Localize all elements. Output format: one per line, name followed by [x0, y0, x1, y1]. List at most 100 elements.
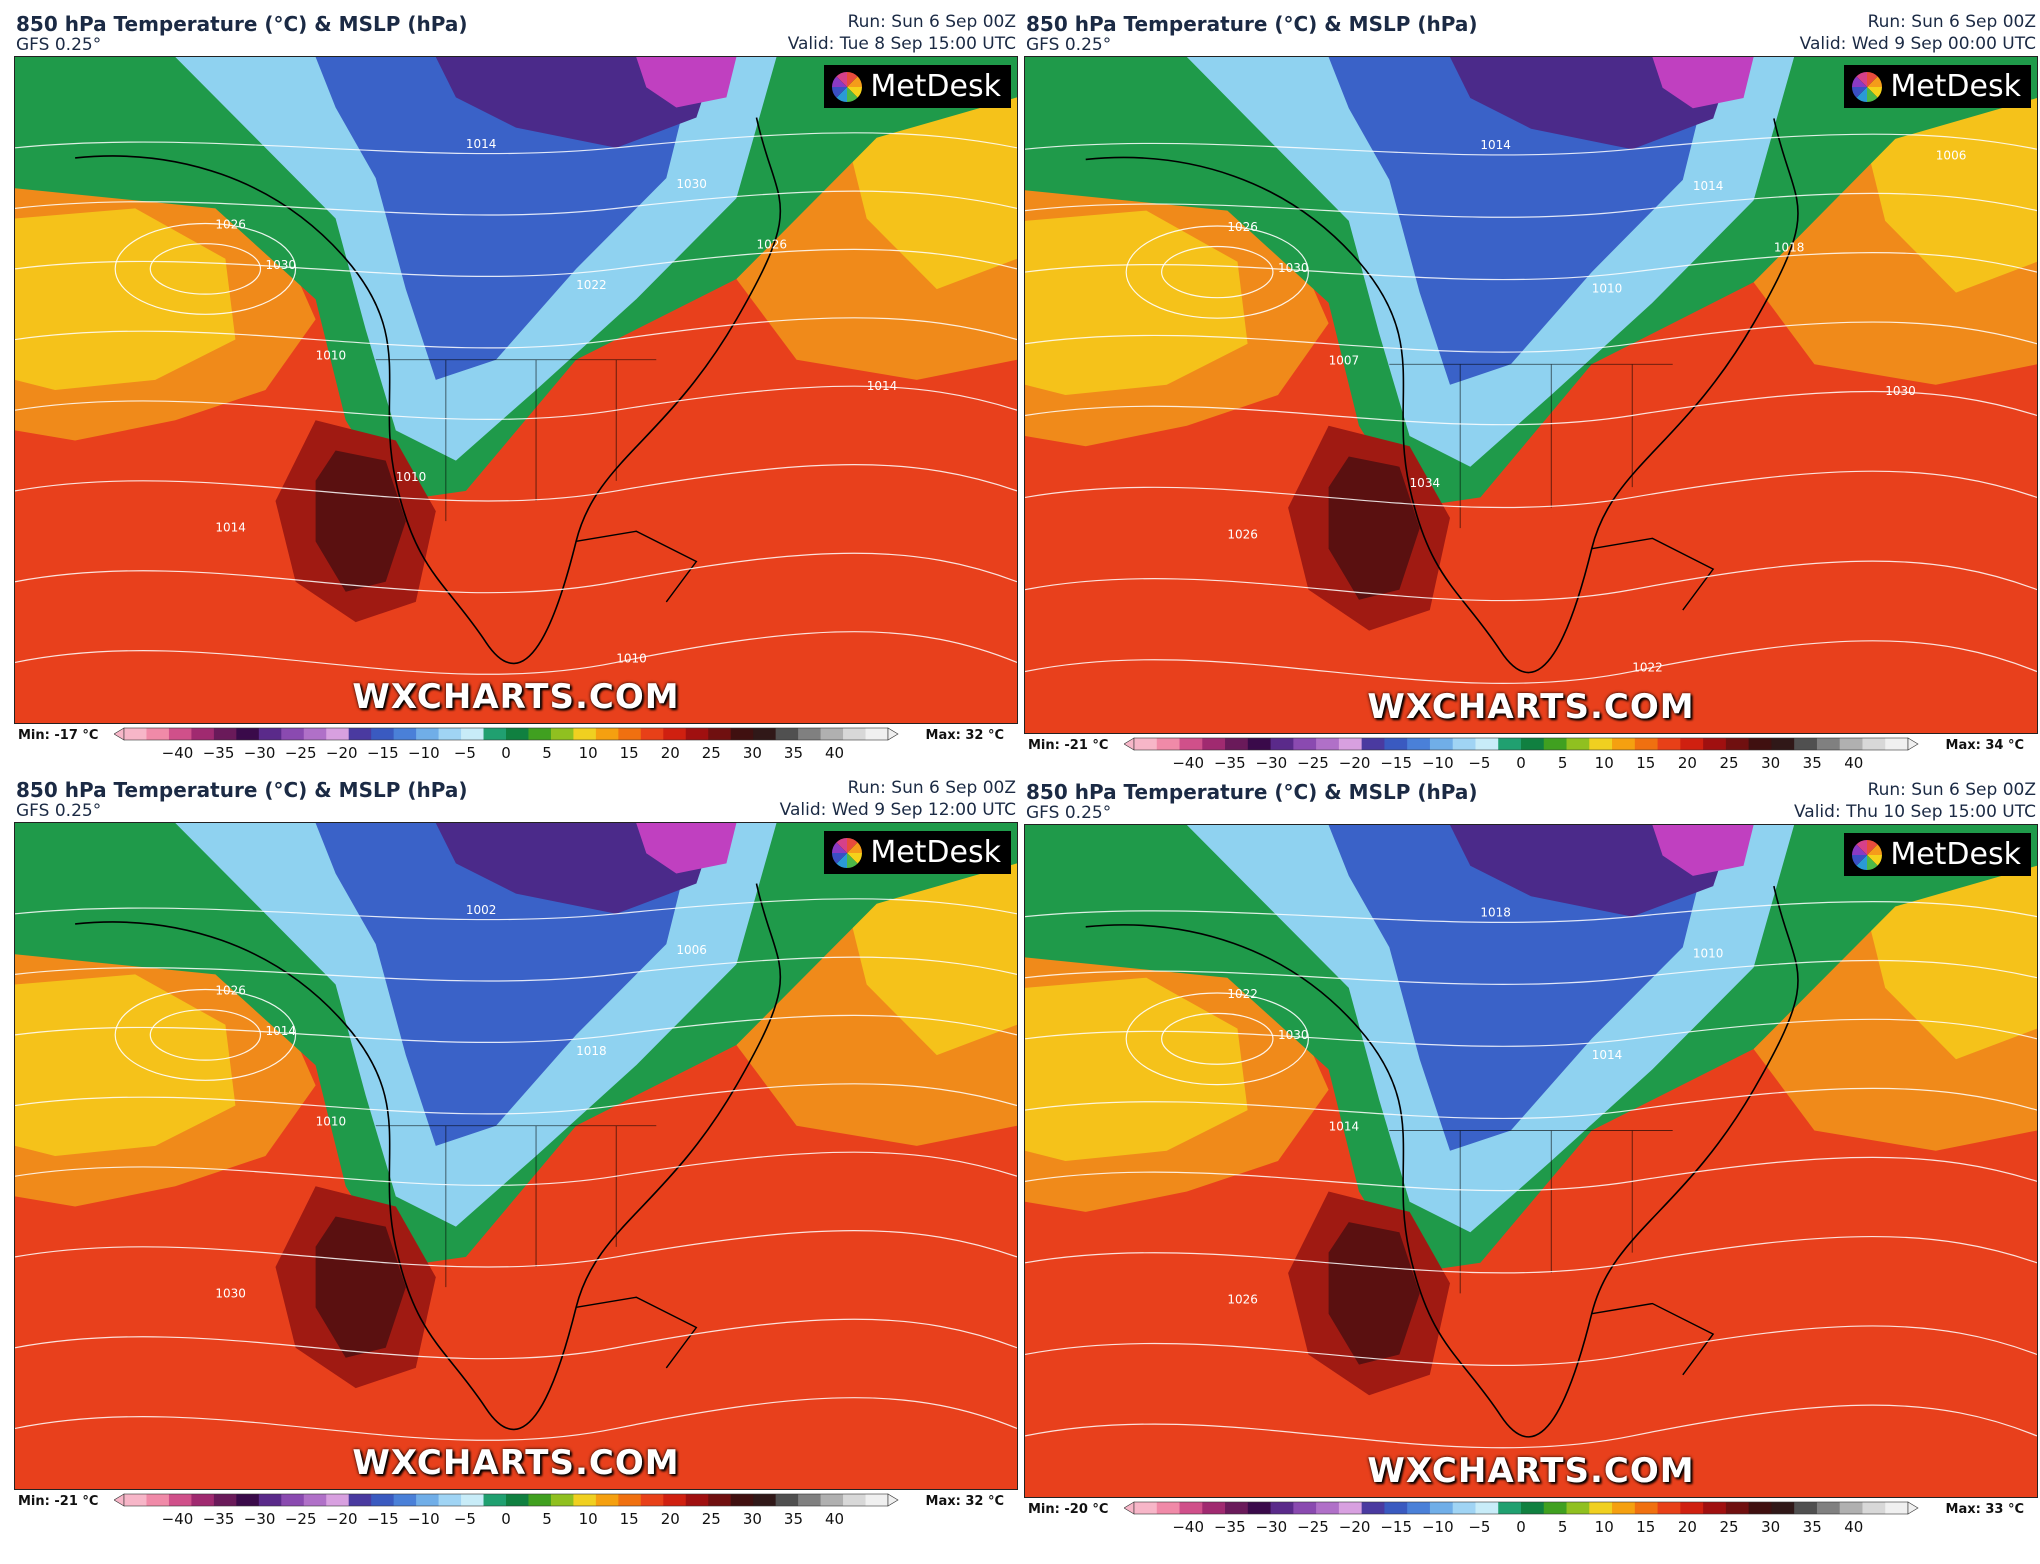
max-temp-label: Max: 33 °C: [1945, 1502, 2024, 1517]
isobar-label: 1018: [1774, 241, 1805, 255]
colorbar-tick-label: −30: [1256, 754, 1288, 772]
colorbar-tick-label: −40: [1172, 754, 1204, 772]
min-temp-label: Min: -21 °C: [1028, 738, 1109, 753]
colorbar-tick-label: 20: [1678, 1518, 1697, 1536]
max-temp-label: Max: 32 °C: [925, 728, 1004, 743]
run-label: Run: Sun 6 Sep 00Z: [1867, 780, 2036, 800]
isobar-label: 1014: [1329, 1119, 1360, 1133]
isobar-label: 1010: [616, 651, 647, 665]
colorbar-tick-label: 15: [1636, 754, 1655, 772]
colorbar-tick-label: 15: [620, 1510, 639, 1528]
min-temp-label: Min: -17 °C: [18, 728, 99, 743]
colorbar-tick-label: 0: [1516, 1518, 1526, 1536]
colorbar-tick-label: −25: [285, 1510, 317, 1528]
colorbar-tick-label: −10: [1422, 754, 1454, 772]
temperature-field: 1010 1014 1026 1030 1014 1022 1030 1026 1010 1014…: [15, 57, 1017, 723]
isobar-label: 1010: [1592, 282, 1623, 296]
colorbar-tick-label: −10: [408, 744, 440, 762]
model-label: GFS 0.25°: [16, 35, 102, 55]
colorbar-tick-label: 40: [1844, 754, 1863, 772]
isobar-label: 1026: [756, 238, 787, 252]
colorbar-tick-label: −20: [326, 1510, 358, 1528]
chart-panel-4: 850 hPa Temperature (°C) & MSLP (hPa) GF…: [1024, 778, 2038, 1540]
colorbar-tick-label: 20: [661, 1510, 680, 1528]
isobar-label: 1006: [676, 943, 707, 957]
colorbar-tick-label: −10: [1422, 1518, 1454, 1536]
colorbar-tick-label: 20: [661, 744, 680, 762]
panel-header: 850 hPa Temperature (°C) & MSLP (hPa) GF…: [14, 10, 1018, 56]
colorbar-tick-label: 35: [784, 1510, 803, 1528]
colorbar-tick-label: 25: [1719, 1518, 1738, 1536]
weather-map: 1014 1018 1022 1030 1026 1014 1010 MetDesk: [1024, 824, 2038, 1498]
colorbar-tick-label: −25: [1297, 754, 1329, 772]
isobar-label: 1014: [215, 520, 246, 534]
isobar-label: 1026: [215, 218, 246, 232]
isobar-label: 1010: [1693, 946, 1724, 960]
valid-time-label: Valid: Wed 9 Sep 00:00 UTC: [1799, 34, 2036, 54]
colorbar-tick-label: 35: [1803, 754, 1822, 772]
max-temp-label: Max: 32 °C: [925, 1494, 1004, 1509]
metdesk-logo-icon: [832, 71, 863, 102]
isobar-label: 1014: [266, 1024, 297, 1038]
isobar-label: 1022: [1227, 987, 1258, 1001]
temperature-field: 1014 1018 1022 1030 1026 1014 1010: [1025, 825, 2037, 1497]
isobar-label: 1014: [1480, 138, 1511, 152]
colorbar-tick-label: 30: [743, 1510, 762, 1528]
chart-title: 850 hPa Temperature (°C) & MSLP (hPa): [1026, 12, 1478, 36]
temperature-field: 1007 1014 1026 1030 1026 1010 1014 1018 1034 1030…: [1025, 57, 2037, 733]
metdesk-brand-text: MetDesk: [870, 69, 1001, 104]
temperature-field: 1010 1002 1026 1014 1030 1018 1006: [15, 823, 1017, 1489]
isobar-label: 1010: [396, 470, 427, 484]
isobar-label: 1018: [576, 1044, 607, 1058]
isobar-label: 1022: [1632, 661, 1663, 675]
isobar-label: 1014: [1693, 179, 1724, 193]
colorbar-tick-label: −20: [1339, 754, 1371, 772]
metdesk-logo-icon: [1852, 71, 1883, 102]
metdesk-brand-text: MetDesk: [1890, 69, 2021, 104]
isobar-label: 1010: [316, 349, 347, 363]
valid-time-label: Valid: Tue 8 Sep 15:00 UTC: [787, 34, 1016, 54]
colorbar-tick-label: 40: [825, 1510, 844, 1528]
colorbar-tick-label: 0: [1516, 754, 1526, 772]
metdesk-logo: MetDesk: [824, 65, 1011, 108]
colorbar-tick-label: 0: [501, 1510, 511, 1528]
colorbar-scale: −40 −35 −30 −25 −20 −15 −10 −5 0 5 10 15 20 25 30 35 40: [114, 727, 899, 762]
valid-time-label: Valid: Wed 9 Sep 12:00 UTC: [779, 800, 1016, 820]
colorbar-scale: −40 −35 −30 −25 −20 −15 −10 −5 0 5 10 15 20 25 30 35 40: [114, 1493, 899, 1528]
panel-header: 850 hPa Temperature (°C) & MSLP (hPa) GF…: [1024, 10, 2038, 56]
isobar-label: 1010: [316, 1115, 347, 1129]
valid-time-label: Valid: Thu 10 Sep 15:00 UTC: [1793, 802, 2036, 822]
colorbar-tick-label: 40: [1844, 1518, 1863, 1536]
chart-title: 850 hPa Temperature (°C) & MSLP (hPa): [16, 778, 468, 802]
isobar-label: 1014: [867, 379, 898, 393]
weather-map: 1010 1014 1026 1030 1014 1022 1030 1026 1010 1014…: [14, 56, 1018, 724]
min-temp-label: Min: -20 °C: [1028, 1502, 1109, 1517]
metdesk-logo-icon: [832, 837, 863, 868]
isobar-label: 1030: [676, 177, 707, 191]
colorbar-tick-label: −20: [326, 744, 358, 762]
weather-map: 1010 1002 1026 1014 1030 1018 1006 MetDesk: [14, 822, 1018, 1490]
colorbar-tick-label: 25: [702, 1510, 721, 1528]
metdesk-logo: MetDesk: [1844, 833, 2031, 876]
colorbar-tick-label: −40: [162, 744, 194, 762]
colorbar-tick-label: 30: [743, 744, 762, 762]
colorbar: Min: -21 °C −40 −35 −30 −25 −20 −15 −10 −5 0 5 10 1…: [14, 1490, 1018, 1530]
isobar-label: 1030: [1278, 1028, 1309, 1042]
isobar-label: 1030: [266, 258, 297, 272]
chart-title: 850 hPa Temperature (°C) & MSLP (hPa): [16, 12, 468, 36]
colorbar-tick-label: −5: [454, 744, 476, 762]
colorbar-tick-label: −30: [244, 744, 276, 762]
wxcharts-watermark: WXCHARTS.COM: [352, 1443, 680, 1483]
wxcharts-watermark: WXCHARTS.COM: [1367, 687, 1695, 727]
isobar-label: 1030: [1278, 261, 1309, 275]
run-label: Run: Sun 6 Sep 00Z: [1867, 12, 2036, 32]
metdesk-logo-icon: [1852, 839, 1883, 870]
metdesk-logo: MetDesk: [1844, 65, 2031, 108]
colorbar: Min: -17 °C −40 −35 −30 −25 −20 −15 −10 −5 0 5 10 1…: [14, 724, 1018, 764]
colorbar-tick-label: −10: [408, 1510, 440, 1528]
colorbar-tick-label: −30: [244, 1510, 276, 1528]
colorbar-tick-label: −15: [367, 1510, 399, 1528]
panel-header: 850 hPa Temperature (°C) & MSLP (hPa) GF…: [14, 776, 1018, 822]
colorbar-tick-label: 10: [579, 1510, 598, 1528]
run-label: Run: Sun 6 Sep 00Z: [847, 12, 1016, 32]
